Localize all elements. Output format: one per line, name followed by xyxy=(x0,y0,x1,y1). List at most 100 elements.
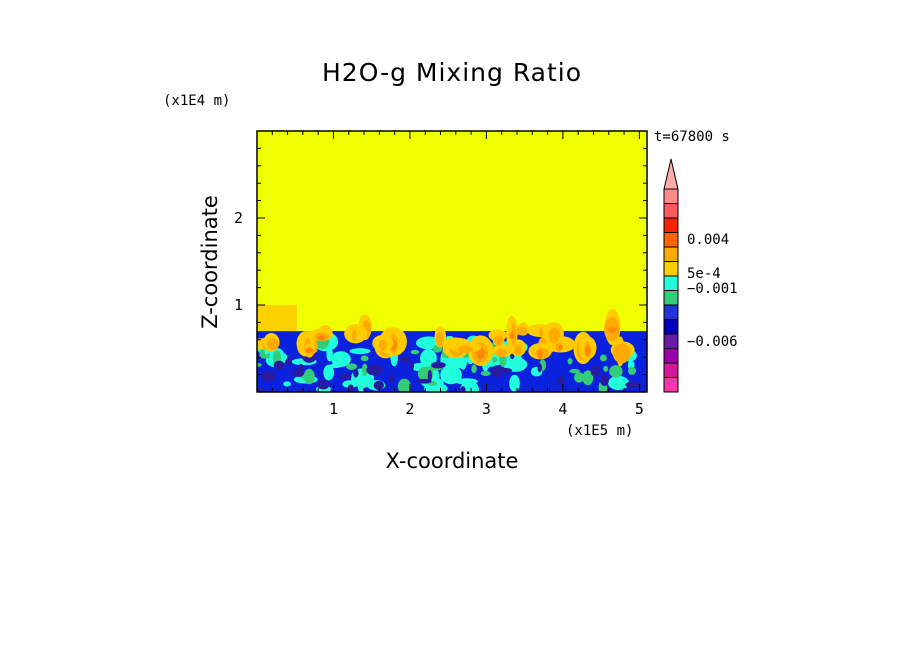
dark-cell xyxy=(460,386,466,392)
green-cell xyxy=(582,370,594,386)
plume-inner xyxy=(493,335,504,346)
plot-frame xyxy=(256,130,648,393)
plume-core xyxy=(584,346,591,356)
dark-cell xyxy=(353,368,359,378)
dark-cell xyxy=(557,375,565,387)
x-tick-label: 5 xyxy=(635,400,644,418)
dark-cell xyxy=(373,380,385,391)
y-tick-label: 2 xyxy=(234,209,243,227)
green-cell xyxy=(471,364,477,374)
cyan-cell xyxy=(607,375,629,391)
green-cell xyxy=(599,354,607,362)
colorbar-segment xyxy=(663,377,679,393)
green-cell xyxy=(397,378,411,392)
dark-cell xyxy=(289,370,305,375)
green-cell xyxy=(569,368,580,374)
x-tick-label: 1 xyxy=(329,400,338,418)
plume-inner xyxy=(539,328,544,337)
dark-cell xyxy=(430,361,446,369)
time-label: t=67800 s xyxy=(654,129,730,145)
plume-inner xyxy=(515,326,528,336)
colorbar-segment xyxy=(663,261,679,277)
dark-cell xyxy=(339,373,352,379)
dark-cell xyxy=(388,374,395,383)
colorbar-segment xyxy=(663,217,679,233)
x-axis-label-text: X-coordinate xyxy=(385,449,519,473)
colorbar-segment xyxy=(663,203,679,219)
green-cell xyxy=(410,349,420,355)
plume-core xyxy=(558,344,564,350)
green-cell xyxy=(628,366,637,375)
plot-axes: 1 2 3 4 5 1 2 xyxy=(234,130,648,418)
dark-cell xyxy=(427,369,432,382)
green-cell xyxy=(609,365,623,378)
green-cell xyxy=(492,357,498,363)
chart-title: H2O-g Mixing Ratio xyxy=(321,58,583,87)
cyan-cell xyxy=(440,365,462,385)
plume-inner xyxy=(513,344,522,356)
colorbar-segment xyxy=(663,275,679,291)
cyan-cell xyxy=(357,382,365,392)
colorbar-extend-arrow xyxy=(663,158,679,190)
plume-core xyxy=(476,347,485,360)
dark-cell xyxy=(273,360,285,370)
cyan-cell xyxy=(283,381,291,387)
green-cell xyxy=(567,357,573,365)
plume-inner xyxy=(496,348,507,357)
dark-cell xyxy=(257,387,265,392)
plume-core xyxy=(608,327,617,333)
plume-inner xyxy=(378,339,387,351)
dark-cell xyxy=(410,362,415,371)
x-tick-label: 2 xyxy=(405,400,414,418)
green-cell xyxy=(303,368,315,385)
dark-cell xyxy=(261,370,276,382)
plume-core xyxy=(509,332,515,340)
dark-cell xyxy=(298,363,304,372)
heatmap-field xyxy=(257,131,647,392)
dark-cell xyxy=(496,367,512,373)
plume-core xyxy=(537,349,543,360)
colorbar-segment xyxy=(663,246,679,262)
plume-core xyxy=(317,335,326,341)
green-cell xyxy=(361,363,368,376)
colorbar-segment xyxy=(663,362,679,378)
plume-core xyxy=(304,348,314,354)
green-cell xyxy=(480,370,491,376)
plume-inner xyxy=(457,345,474,354)
cyan-cell xyxy=(509,374,520,392)
colorbar-label: −0.006 xyxy=(687,334,738,350)
plume-inner xyxy=(266,338,279,351)
plume-inner xyxy=(548,327,560,343)
colorbar-segment xyxy=(663,333,679,349)
dark-cell xyxy=(347,384,355,392)
colorbar-segment xyxy=(663,319,679,335)
dark-cell xyxy=(317,379,330,390)
cyan-cell xyxy=(349,348,371,355)
y-axis-unit: (x1E4 m) xyxy=(163,93,231,109)
plume-inner xyxy=(612,343,631,364)
x-tick-label: 4 xyxy=(558,400,567,418)
cyan-cell xyxy=(323,364,335,381)
green-cell xyxy=(360,355,369,362)
y-tick-label: 1 xyxy=(234,296,243,314)
colorbar-label: 5e-4 xyxy=(687,266,721,282)
cap-band xyxy=(257,305,297,332)
colorbar-segment xyxy=(663,188,679,204)
green-cell xyxy=(603,365,609,372)
dark-cell xyxy=(399,356,411,363)
dark-cell xyxy=(537,363,542,373)
green-cell xyxy=(257,362,262,367)
dark-cell xyxy=(416,378,432,384)
dark-cell xyxy=(625,381,643,388)
x-axis-label: X-coordinate xyxy=(0,449,904,473)
green-cell xyxy=(259,349,265,358)
x-tick-label: 3 xyxy=(482,400,491,418)
tick-marks xyxy=(257,131,647,392)
dark-cell xyxy=(599,374,609,386)
dark-cell xyxy=(590,365,600,377)
x-axis-unit: (x1E5 m) xyxy=(566,423,634,439)
colorbar-label: 0.004 xyxy=(687,232,729,248)
colorbar-label: −0.001 xyxy=(687,281,738,297)
dark-cell xyxy=(366,364,383,376)
